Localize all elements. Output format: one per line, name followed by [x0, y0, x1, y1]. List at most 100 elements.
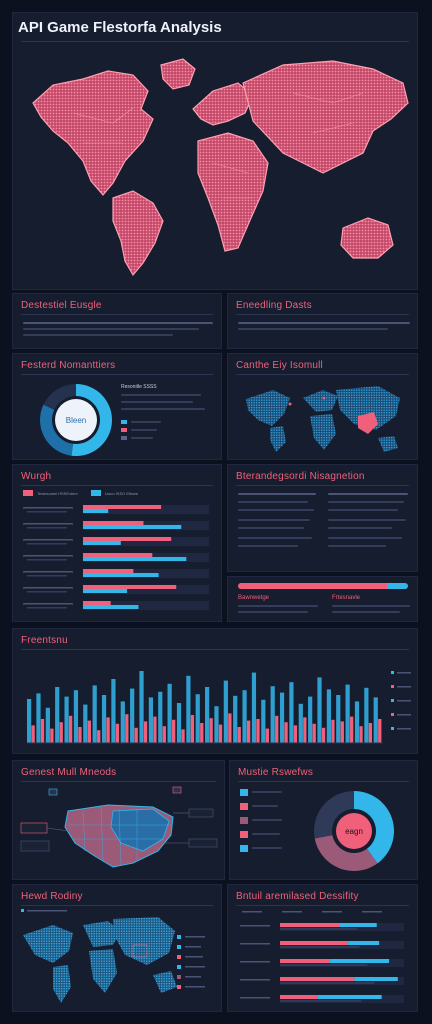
cap-row-label [240, 979, 270, 981]
weigh-row-label [23, 523, 73, 525]
weigh-bar-red [83, 537, 172, 541]
features-panel: Festerd Nomanttiers Bleen Resonitle SSSS [12, 353, 222, 460]
freq-bar-blue [251, 672, 257, 743]
donut-slice [43, 384, 76, 410]
cap-bar-red [280, 923, 340, 927]
weigh-bar-track [83, 537, 209, 546]
weigh-bar-red [83, 585, 177, 589]
cap-bar-blue [329, 959, 390, 963]
legend-swatch-blue [91, 490, 101, 496]
hero-panel: API Game Flestorfa Analysis [12, 12, 418, 290]
weigh-bar-track [83, 585, 209, 594]
freq-bar-blue [139, 671, 144, 743]
legend-swatch-red [23, 490, 33, 496]
cap-bar-sub [280, 928, 358, 930]
rating-title: Hewd Rodiny [21, 891, 83, 902]
weigh-bar-blue [83, 573, 159, 577]
weigh-bar-blue [83, 605, 139, 609]
cap-bar-red [280, 995, 318, 999]
weigh-bar-red [83, 521, 144, 525]
freq-bar-blue [261, 699, 266, 743]
weigh-panel: Wurgh Tewesoaml HSSEvtem Uouo ISSO Etisw… [12, 464, 222, 622]
title-rule [21, 41, 409, 42]
north-america [32, 70, 154, 196]
weigh-bar-track [83, 601, 209, 610]
freq-bar-red [237, 727, 241, 743]
freq-bar-red [350, 716, 354, 743]
freq-bar-blue [214, 706, 219, 743]
capability-title: Bntuil aremilased Dessifity [236, 891, 359, 902]
weigh-bar-red [83, 553, 153, 557]
freq-bar-blue [205, 687, 210, 743]
freq-legend-line [397, 728, 411, 730]
weigh-row-sublabel [27, 527, 67, 529]
weigh-bar-blue [83, 589, 128, 593]
freq-bar-red [143, 721, 148, 743]
legend-swatch [121, 436, 127, 440]
cap-bar-red [280, 959, 330, 963]
management-sub-panel: Bawnwetge Frtesnavle [227, 576, 418, 622]
usa-map [20, 786, 218, 868]
cap-bar-sub [280, 982, 375, 984]
freq-bar-blue [233, 695, 238, 743]
freq-bar-red [340, 721, 344, 743]
cap-header [322, 911, 342, 913]
management-panel: Bterandegsordi Nisagnetion [227, 464, 418, 572]
freq-legend-swatch [391, 685, 394, 688]
freq-bar-blue [345, 684, 350, 743]
europe [192, 82, 254, 126]
freq-bar-blue [270, 686, 275, 743]
frequency-title: Freentsnu [21, 635, 68, 646]
weigh-row-sublabel [27, 607, 67, 609]
freq-bar-blue [308, 696, 313, 743]
results-donut-label: eagn [345, 827, 363, 836]
frequency-bar-chart [27, 671, 411, 744]
cap-bar-red [280, 941, 349, 945]
freq-bar-blue [92, 685, 97, 743]
cap-row-label [240, 997, 270, 999]
results-title: Mustie Rswefws [238, 767, 314, 778]
freq-bar-red [134, 727, 138, 743]
freq-bar-blue [111, 679, 116, 743]
donut-slice [314, 835, 378, 871]
frequency-panel: Freentsnu [12, 628, 418, 754]
freq-bar-blue [364, 687, 369, 743]
results-donut: eagn [314, 791, 394, 871]
centre-panel: Canthe Eiy Isomull [227, 353, 418, 460]
south-america [112, 190, 164, 277]
weigh-row-sublabel [27, 511, 67, 513]
cap-bar-sub [280, 946, 360, 948]
freq-bar-blue [36, 693, 41, 743]
weigh-row-label [23, 571, 73, 573]
cap-bar-red [280, 977, 355, 981]
freq-bar-blue [279, 692, 285, 743]
freq-bar-red [275, 715, 279, 743]
freq-bar-red [209, 718, 213, 743]
network-title: Genest Mull Mneods [21, 767, 117, 778]
freq-bar-red [125, 714, 129, 743]
freq-bar-blue [120, 701, 125, 743]
freq-bar-blue [176, 703, 182, 743]
greenland [160, 58, 196, 90]
weigh-row-sublabel [27, 575, 67, 577]
freq-legend-swatch [391, 713, 394, 716]
donut-slice [71, 384, 112, 456]
freq-bar-red [50, 728, 54, 743]
cap-header [242, 911, 262, 913]
weigh-bar-blue [83, 541, 121, 545]
freq-bar-red [312, 723, 316, 743]
weigh-bar-blue [83, 509, 109, 513]
donut-slice [40, 404, 73, 456]
freq-bar-red [31, 725, 35, 743]
freq-bar-red [172, 719, 176, 743]
freq-bar-red [162, 726, 166, 743]
weigh-row-label [23, 603, 73, 605]
freq-bar-red [368, 723, 373, 743]
freq-bar-blue [130, 688, 135, 743]
weigh-bar-track [83, 505, 209, 514]
features-title: Festerd Nomanttiers [21, 360, 116, 371]
distribution-panel: Destestiel Eusgle [12, 293, 222, 349]
cap-header [362, 911, 382, 913]
freq-bar-red [321, 727, 326, 743]
freq-legend-line [397, 700, 411, 702]
